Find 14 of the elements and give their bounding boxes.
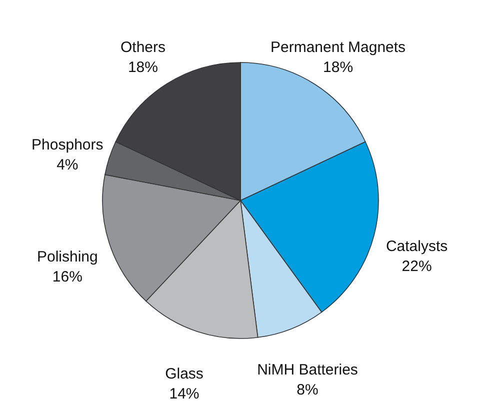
slice-label: Others [120,38,166,56]
slice-label: Permanent Magnets [270,38,406,56]
slice-label: Catalysts [386,238,448,255]
data-label: 8% [296,382,318,399]
slice-label: Phosphors [32,136,104,154]
slice-label: Polishing [36,248,98,266]
slice-label: NiMH Batteries [257,362,358,379]
slice-label: Glass [165,366,204,383]
data-label: 22% [402,258,432,275]
data-label: 14% [169,386,200,401]
data-label: 4% [56,156,78,174]
data-label: 16% [52,268,82,286]
data-label: 18% [128,58,158,76]
data-label: 18% [323,58,354,76]
